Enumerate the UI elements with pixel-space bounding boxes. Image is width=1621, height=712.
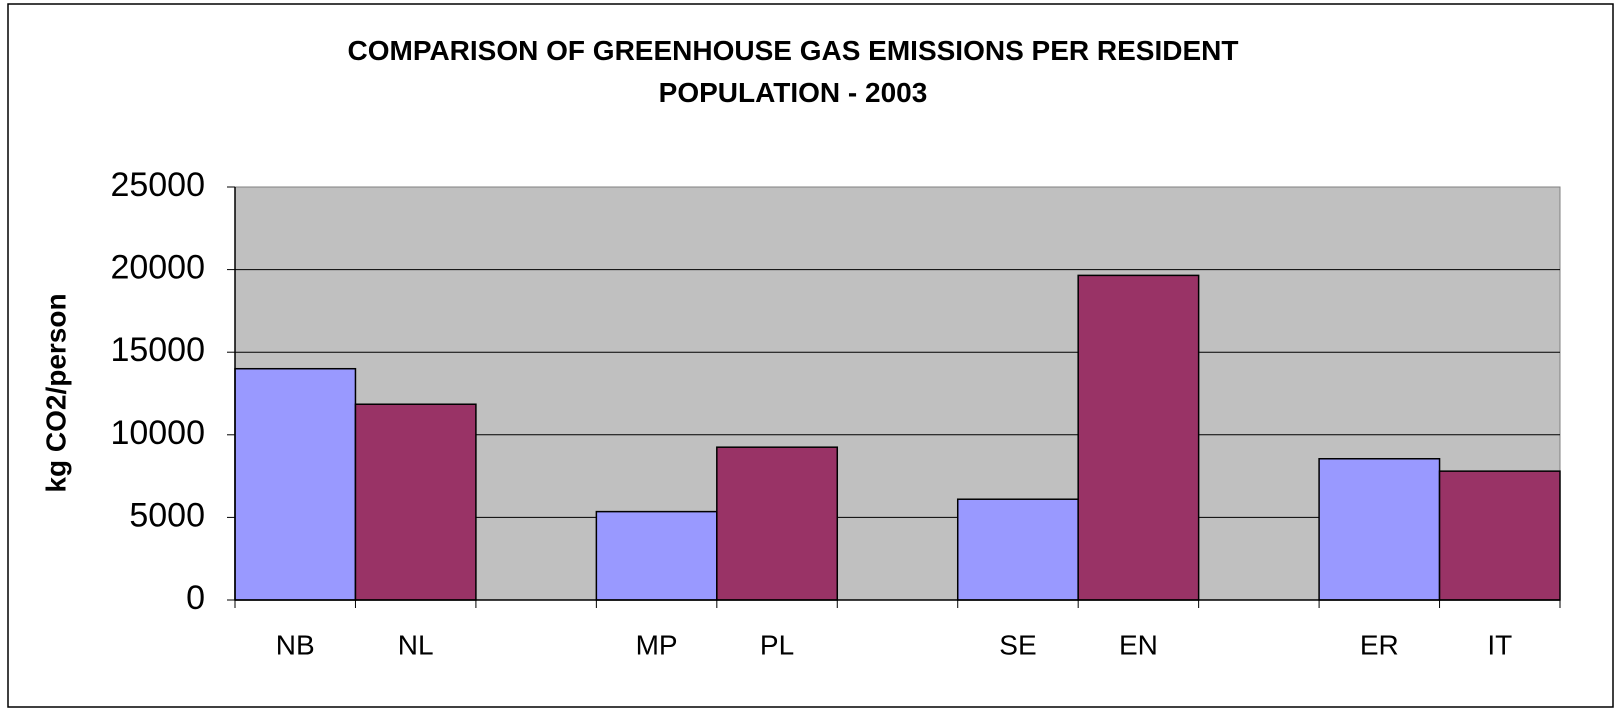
y-tick-label: 5000 — [129, 496, 205, 534]
y-tick-label: 0 — [186, 579, 205, 617]
x-tick-label: NL — [398, 629, 434, 660]
y-tick-label: 10000 — [110, 414, 205, 452]
x-tick-label: SE — [999, 629, 1036, 660]
x-tick-label: MP — [636, 629, 678, 660]
y-tick-label: 15000 — [110, 331, 205, 369]
x-tick-label: EN — [1119, 629, 1158, 660]
bar — [1438, 470, 1561, 601]
chart-frame — [7, 3, 1614, 708]
bar — [1077, 274, 1200, 601]
bar — [956, 498, 1079, 601]
chart-title: COMPARISON OF GREENHOUSE GAS EMISSIONS P… — [347, 35, 1239, 108]
bar — [716, 446, 839, 601]
x-tick-label: IT — [1487, 629, 1512, 660]
x-tick-label: ER — [1360, 629, 1399, 660]
bar — [354, 403, 477, 601]
x-tick-label: PL — [760, 629, 794, 660]
x-tick-label: NB — [276, 629, 315, 660]
bar — [234, 367, 357, 601]
bar — [1318, 458, 1441, 601]
y-tick-label: 25000 — [110, 166, 205, 204]
y-tick-label: 20000 — [110, 249, 205, 287]
bar — [595, 510, 718, 601]
y-axis-label: kg CO2/person — [40, 293, 71, 492]
